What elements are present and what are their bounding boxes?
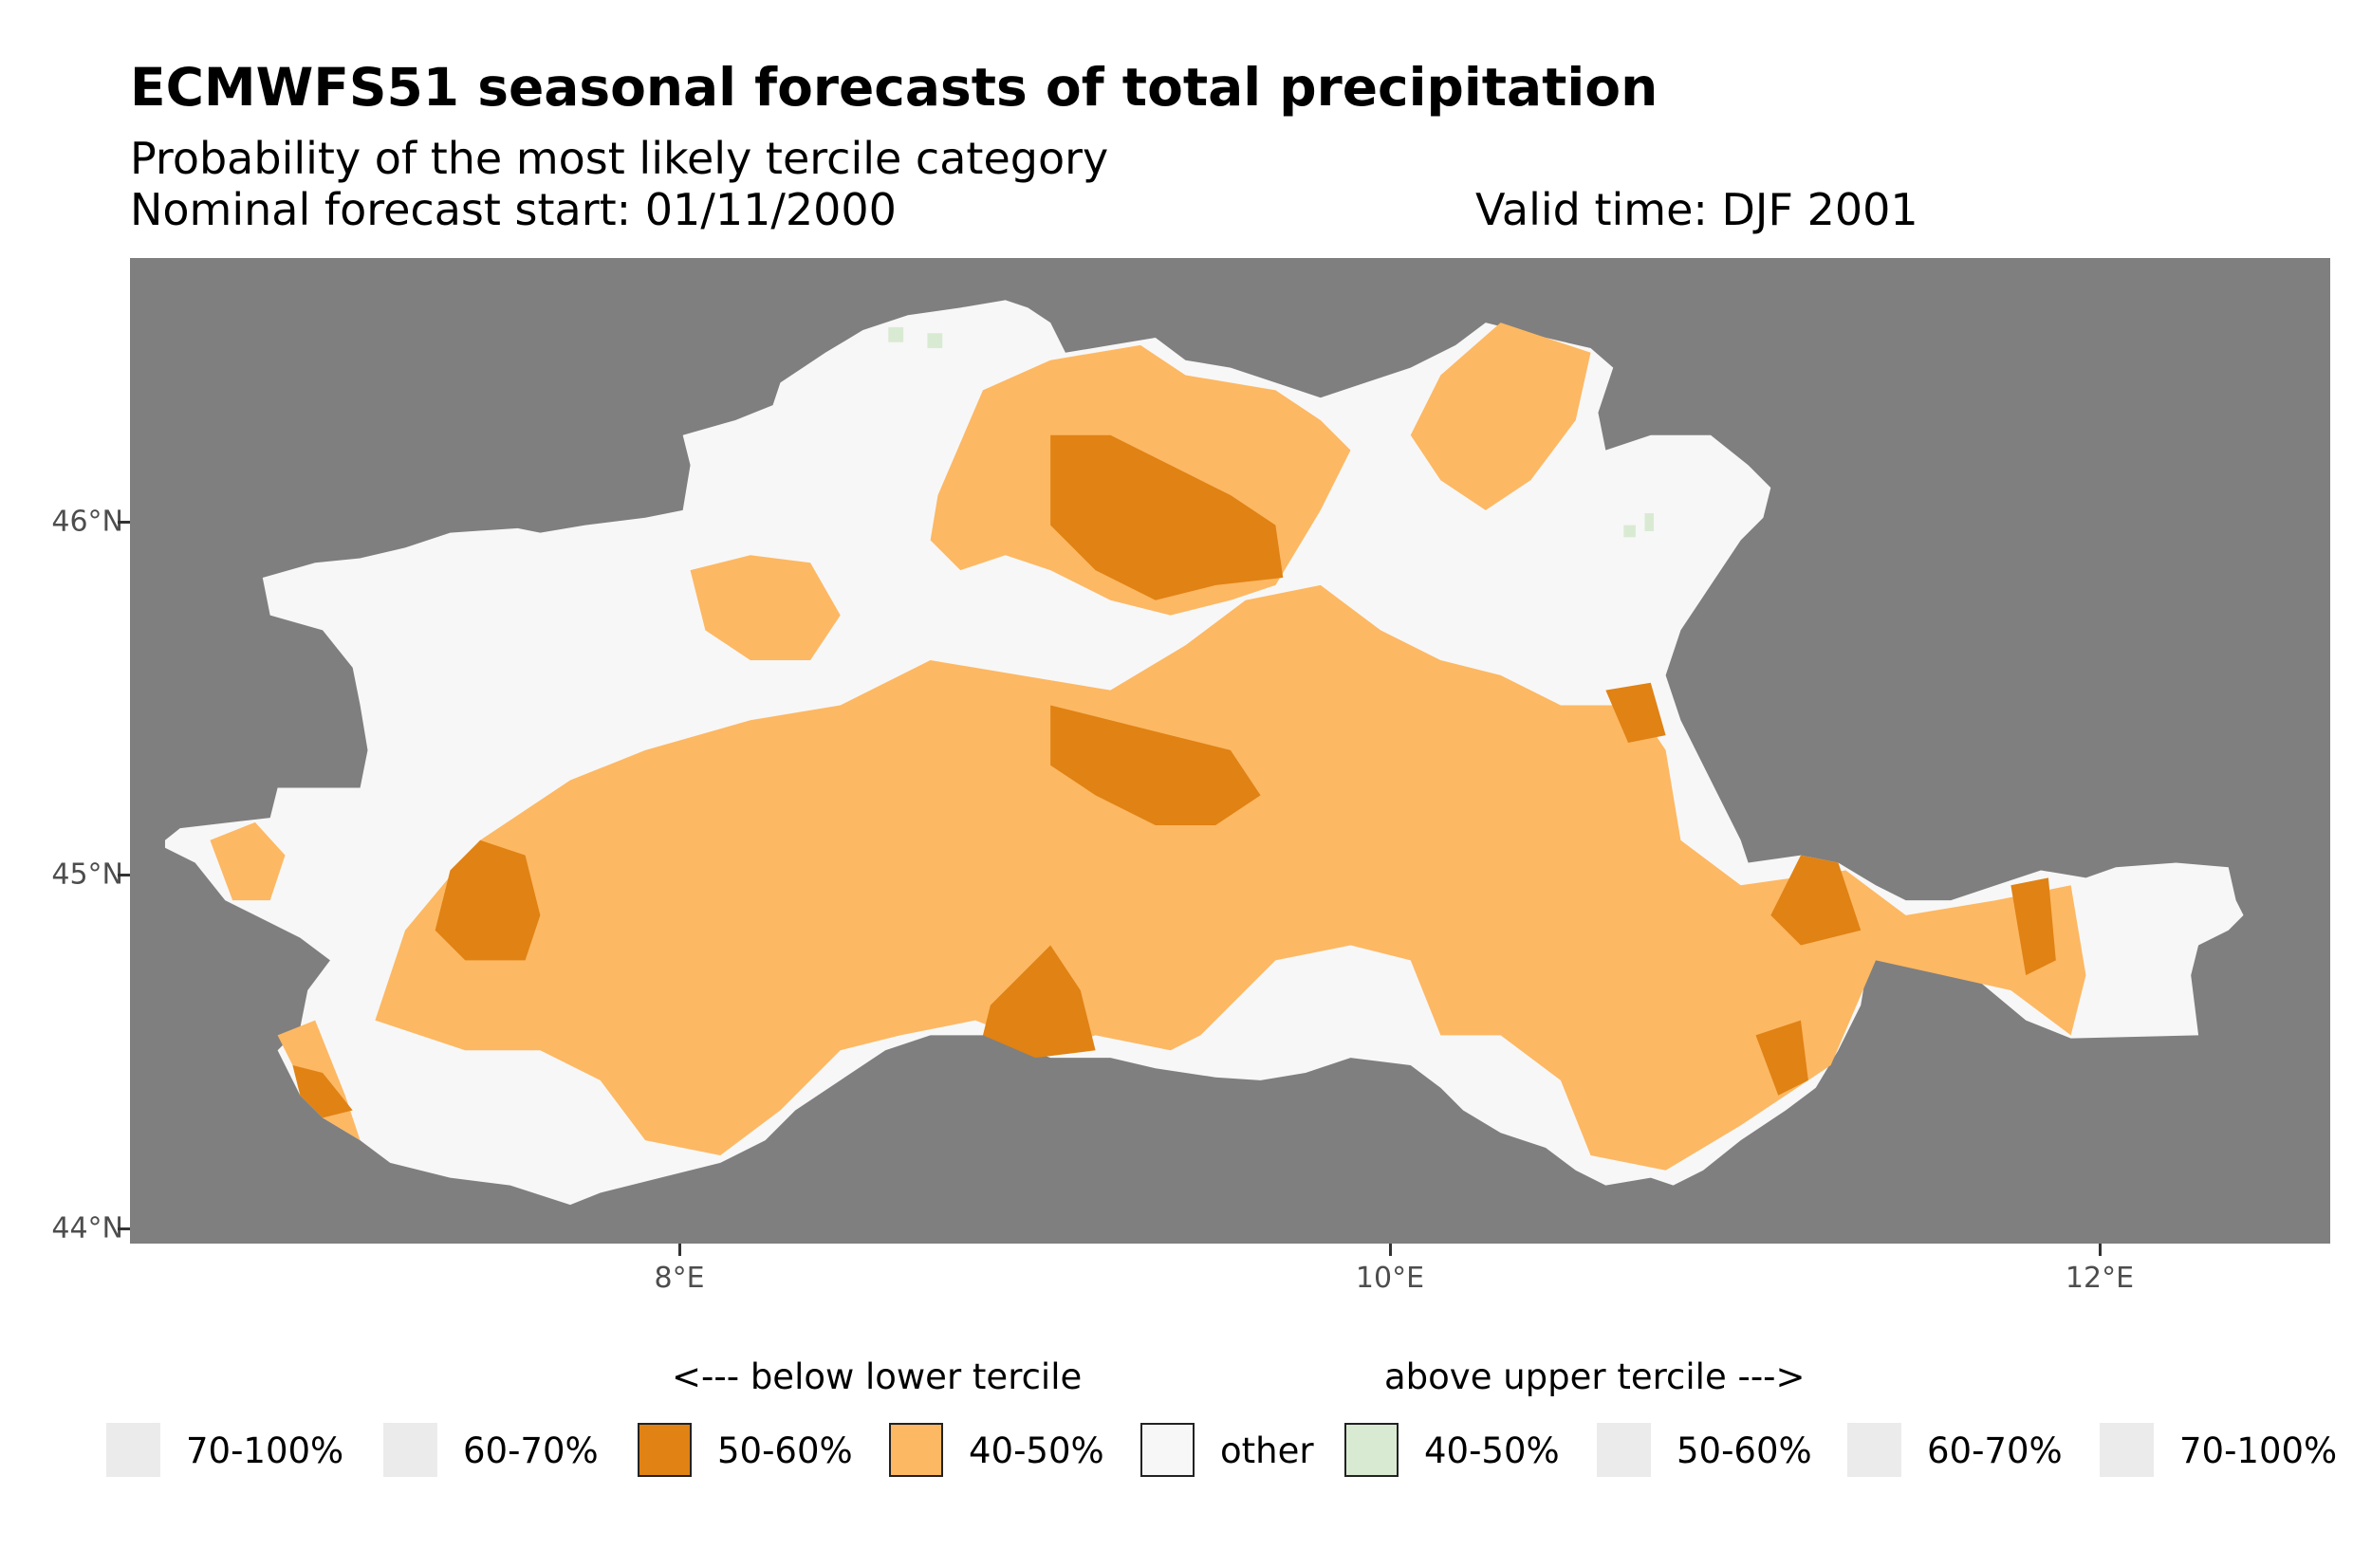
x-tick-8e: 8°E: [654, 1262, 705, 1295]
y-tick-mark: [118, 874, 130, 876]
y-tick-44n: 44°N: [51, 1211, 123, 1245]
legend-key: [106, 1423, 160, 1477]
region-above-40-50: [888, 326, 1654, 538]
y-tick-46n: 46°N: [51, 505, 123, 539]
region-below-50-60: [292, 434, 2056, 1118]
legend-above-heading: above upper tercile --->: [1384, 1356, 1806, 1397]
legend-label: 50-60%: [717, 1430, 853, 1471]
y-tick-45n: 45°N: [51, 858, 123, 892]
x-tick-mark: [1389, 1244, 1392, 1256]
x-tick-10e: 10°E: [1355, 1262, 1425, 1295]
chart-subtitle: Probability of the most likely tercile c…: [130, 133, 1109, 184]
legend-label: 40-50%: [1424, 1430, 1560, 1471]
legend-label: 60-70%: [463, 1430, 599, 1471]
legend-key: [383, 1423, 437, 1477]
y-tick-mark: [118, 1227, 130, 1230]
legend-key: [1597, 1423, 1651, 1477]
x-tick-mark: [2099, 1244, 2102, 1256]
legend-label: 60-70%: [1927, 1430, 2063, 1471]
legend-label: 40-50%: [969, 1430, 1104, 1471]
legend-label: 50-60%: [1677, 1430, 1812, 1471]
legend-below-heading: <--- below lower tercile: [672, 1356, 1083, 1397]
legend-key: [1847, 1423, 1901, 1477]
legend-key: [1344, 1423, 1399, 1477]
legend-key: [2100, 1423, 2154, 1477]
legend-label: 70-100%: [186, 1430, 344, 1471]
y-tick-mark: [118, 521, 130, 524]
legend-key: [889, 1423, 943, 1477]
forecast-start: Nominal forecast start: 01/11/2000: [130, 184, 897, 235]
x-tick-12e: 12°E: [2065, 1262, 2135, 1295]
legend-key: [638, 1423, 692, 1477]
legend-label: other: [1220, 1430, 1314, 1471]
valid-time: Valid time: DJF 2001: [1475, 184, 1918, 235]
legend-label: 70-100%: [2179, 1430, 2338, 1471]
x-tick-mark: [678, 1244, 681, 1256]
chart-title: ECMWFS51 seasonal forecasts of total pre…: [130, 57, 1658, 118]
legend-key: [1140, 1423, 1195, 1477]
